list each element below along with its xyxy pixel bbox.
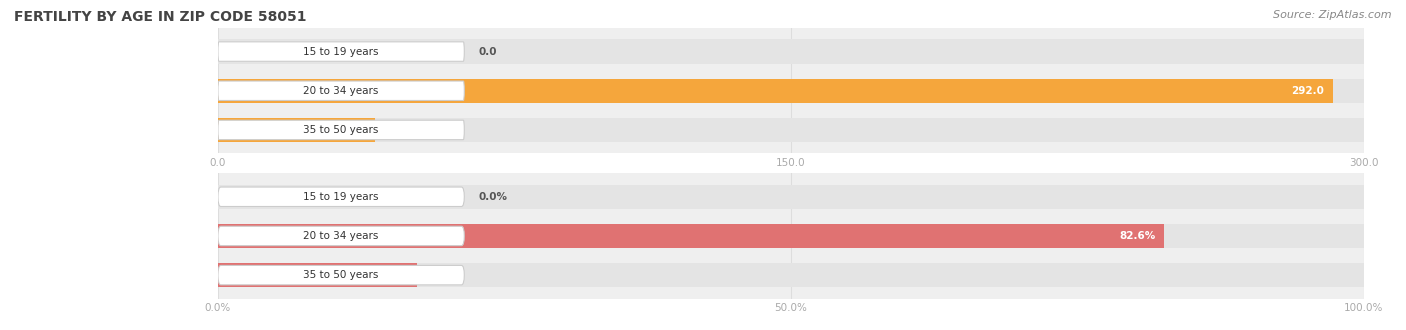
Text: 35 to 50 years: 35 to 50 years [304, 270, 378, 280]
Text: 0.0: 0.0 [478, 47, 496, 56]
Text: FERTILITY BY AGE IN ZIP CODE 58051: FERTILITY BY AGE IN ZIP CODE 58051 [14, 10, 307, 24]
FancyBboxPatch shape [218, 226, 464, 246]
Bar [218, 263, 418, 287]
FancyBboxPatch shape [218, 81, 464, 100]
Bar [218, 118, 374, 142]
Bar [218, 224, 1164, 248]
FancyBboxPatch shape [218, 187, 464, 207]
Text: 20 to 34 years: 20 to 34 years [304, 86, 378, 96]
Bar [218, 184, 1364, 209]
Text: 292.0: 292.0 [1291, 86, 1324, 96]
Text: 41.0: 41.0 [339, 125, 366, 135]
Bar [218, 79, 1333, 103]
Bar [218, 118, 1364, 142]
Bar [218, 79, 1364, 103]
Text: 17.4%: 17.4% [371, 270, 408, 280]
Text: 0.0%: 0.0% [478, 192, 508, 202]
FancyBboxPatch shape [218, 120, 464, 140]
Bar [218, 263, 1364, 287]
Text: 15 to 19 years: 15 to 19 years [304, 47, 378, 56]
Bar [218, 39, 1364, 64]
Text: Source: ZipAtlas.com: Source: ZipAtlas.com [1274, 10, 1392, 20]
Text: 20 to 34 years: 20 to 34 years [304, 231, 378, 241]
Text: 35 to 50 years: 35 to 50 years [304, 125, 378, 135]
FancyBboxPatch shape [218, 265, 464, 285]
FancyBboxPatch shape [218, 42, 464, 61]
Bar [218, 224, 1364, 248]
Text: 15 to 19 years: 15 to 19 years [304, 192, 378, 202]
Text: 82.6%: 82.6% [1119, 231, 1156, 241]
